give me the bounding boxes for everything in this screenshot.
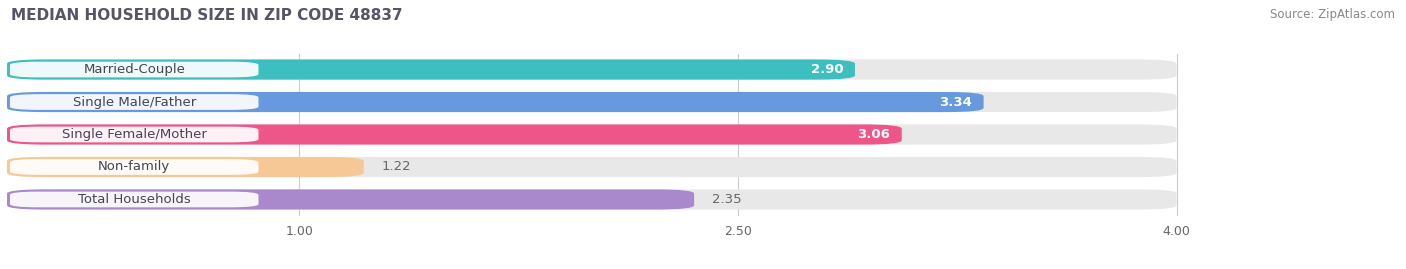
FancyBboxPatch shape xyxy=(7,189,695,210)
Text: 3.06: 3.06 xyxy=(858,128,890,141)
FancyBboxPatch shape xyxy=(10,94,259,110)
FancyBboxPatch shape xyxy=(10,62,259,77)
FancyBboxPatch shape xyxy=(10,192,259,207)
Text: Non-family: Non-family xyxy=(98,161,170,174)
FancyBboxPatch shape xyxy=(7,92,1177,112)
Text: Total Households: Total Households xyxy=(77,193,191,206)
FancyBboxPatch shape xyxy=(7,92,984,112)
FancyBboxPatch shape xyxy=(10,159,259,175)
Text: Source: ZipAtlas.com: Source: ZipAtlas.com xyxy=(1270,8,1395,21)
Text: 3.34: 3.34 xyxy=(939,95,972,108)
FancyBboxPatch shape xyxy=(7,125,1177,144)
FancyBboxPatch shape xyxy=(7,59,855,80)
FancyBboxPatch shape xyxy=(7,59,1177,80)
Text: Single Male/Father: Single Male/Father xyxy=(73,95,195,108)
FancyBboxPatch shape xyxy=(7,157,1177,177)
Text: 1.22: 1.22 xyxy=(381,161,411,174)
FancyBboxPatch shape xyxy=(7,157,364,177)
FancyBboxPatch shape xyxy=(10,127,259,142)
FancyBboxPatch shape xyxy=(7,189,1177,210)
Text: MEDIAN HOUSEHOLD SIZE IN ZIP CODE 48837: MEDIAN HOUSEHOLD SIZE IN ZIP CODE 48837 xyxy=(11,8,404,23)
Text: Married-Couple: Married-Couple xyxy=(83,63,186,76)
Text: Single Female/Mother: Single Female/Mother xyxy=(62,128,207,141)
FancyBboxPatch shape xyxy=(7,125,901,144)
Text: 2.90: 2.90 xyxy=(811,63,844,76)
Text: 2.35: 2.35 xyxy=(711,193,741,206)
